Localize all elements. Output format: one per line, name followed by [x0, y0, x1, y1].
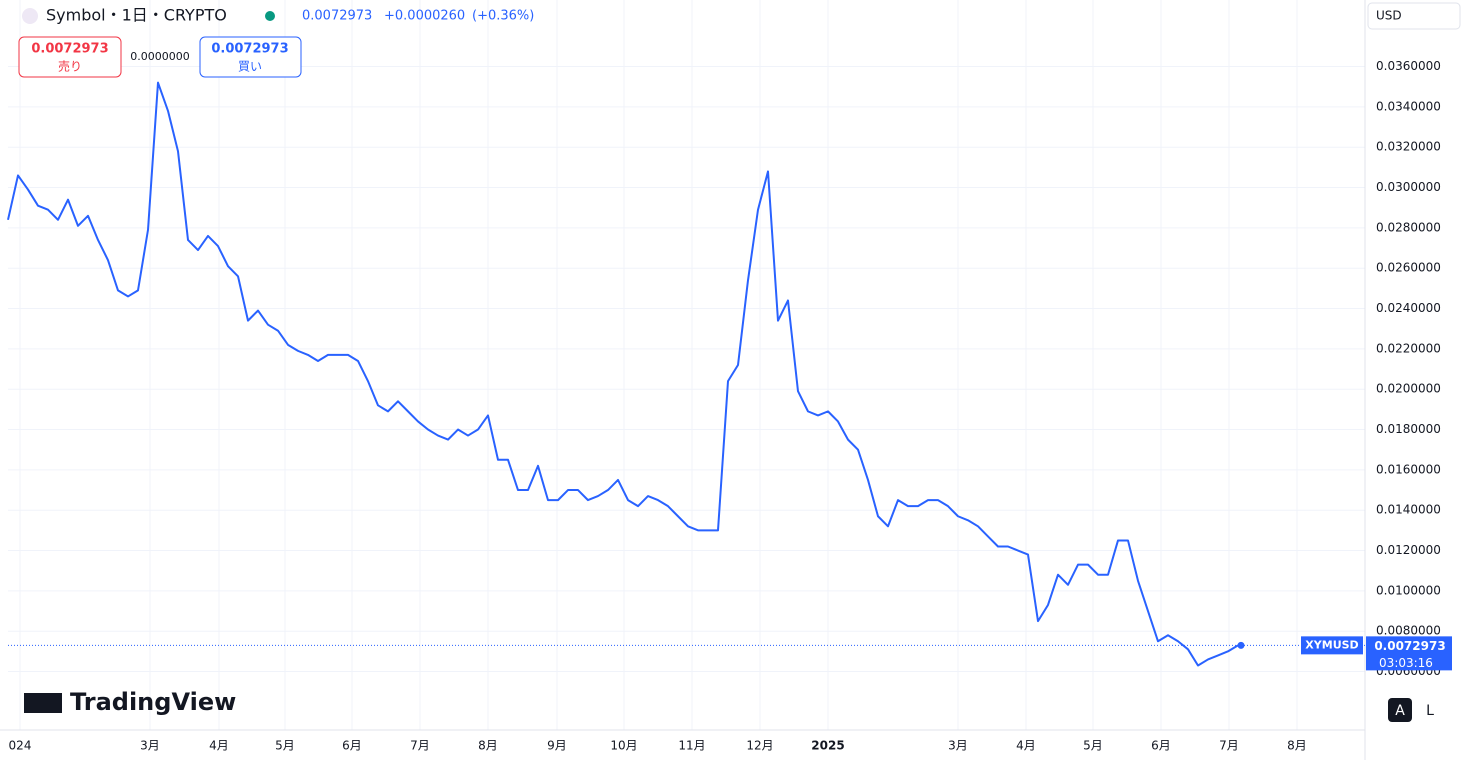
- y-tick-label: 0.0260000: [1376, 261, 1441, 275]
- x-tick-label: 9月: [547, 739, 567, 753]
- scale-button[interactable]: [1388, 698, 1412, 722]
- buy-button[interactable]: [199, 36, 302, 78]
- price-line: [7, 81, 1239, 667]
- y-tick-label: 0.0320000: [1376, 140, 1441, 154]
- y-tick-label: 0.0080000: [1376, 624, 1441, 638]
- x-tick-label: 11月: [678, 739, 705, 753]
- legend-price: 0.0072973: [302, 9, 372, 24]
- ticker-label: XYMUSD: [1305, 638, 1358, 651]
- price-label: 0.0072973: [1374, 639, 1445, 653]
- sell-price: 0.0072973: [31, 42, 108, 57]
- currency-select[interactable]: [1367, 2, 1461, 30]
- status-dot: [265, 11, 275, 21]
- x-tick-label: 5月: [1083, 739, 1103, 753]
- x-tick-label: 8月: [1287, 739, 1307, 753]
- x-tick-label: 7月: [1219, 739, 1239, 753]
- y-tick-label: 0.0180000: [1376, 422, 1441, 436]
- sell-label: 売り: [58, 59, 82, 74]
- last-point: [1237, 641, 1245, 649]
- x-tick-label: 12月: [746, 739, 773, 753]
- logo-icon: [24, 693, 62, 713]
- currency: USD: [1376, 9, 1402, 23]
- y-tick-label: 0.0200000: [1376, 382, 1441, 396]
- x-tick-label: 3月: [948, 739, 968, 753]
- x-tick-label: 4月: [209, 739, 229, 753]
- x-tick-label: 4月: [1016, 739, 1036, 753]
- x-tick-label: 5月: [275, 739, 295, 753]
- y-tick-label: 0.0140000: [1376, 503, 1441, 517]
- x-tick-label: 8月: [478, 739, 498, 753]
- scale-button[interactable]: [1418, 698, 1442, 722]
- x-tick-label: 7月: [410, 739, 430, 753]
- x-tick-label: 10月: [610, 739, 637, 753]
- y-tick-label: 0.0360000: [1376, 59, 1441, 73]
- sell-button[interactable]: [18, 36, 122, 78]
- x-tick-label: 6月: [1151, 739, 1171, 753]
- logo: TradingView: [70, 688, 236, 716]
- scale-button-label: L: [1426, 703, 1434, 719]
- symbol-title: Symbol・1日・CRYPTO: [46, 6, 227, 25]
- buy-price: 0.0072973: [211, 42, 288, 57]
- spread: 0.0000000: [130, 50, 190, 63]
- legend-change: +0.0000260: [384, 9, 465, 24]
- buy-label: 買い: [238, 60, 262, 74]
- x-tick-label: 024: [9, 739, 32, 753]
- y-tick-label: 0.0240000: [1376, 301, 1441, 315]
- countdown: 03:03:16: [1379, 656, 1433, 670]
- y-tick-label: 0.0100000: [1376, 583, 1441, 597]
- symbol-icon: [22, 8, 38, 24]
- x-tick-label: 6月: [342, 739, 362, 753]
- y-tick-label: 0.0280000: [1376, 220, 1441, 234]
- ticker-label-bg: [1301, 636, 1363, 655]
- x-tick-label: 2025: [811, 739, 844, 753]
- x-tick-label: 3月: [140, 739, 160, 753]
- y-tick-label: 0.0340000: [1376, 99, 1441, 113]
- price-label-bg: [1366, 636, 1452, 671]
- scale-button-label: A: [1395, 703, 1405, 719]
- y-tick-label: 0.0160000: [1376, 462, 1441, 476]
- y-tick-label: 0.0220000: [1376, 341, 1441, 355]
- y-tick-label: 0.0300000: [1376, 180, 1441, 194]
- y-tick-label: 0.0120000: [1376, 543, 1441, 557]
- legend-change-pct: (+0.36%): [472, 9, 534, 24]
